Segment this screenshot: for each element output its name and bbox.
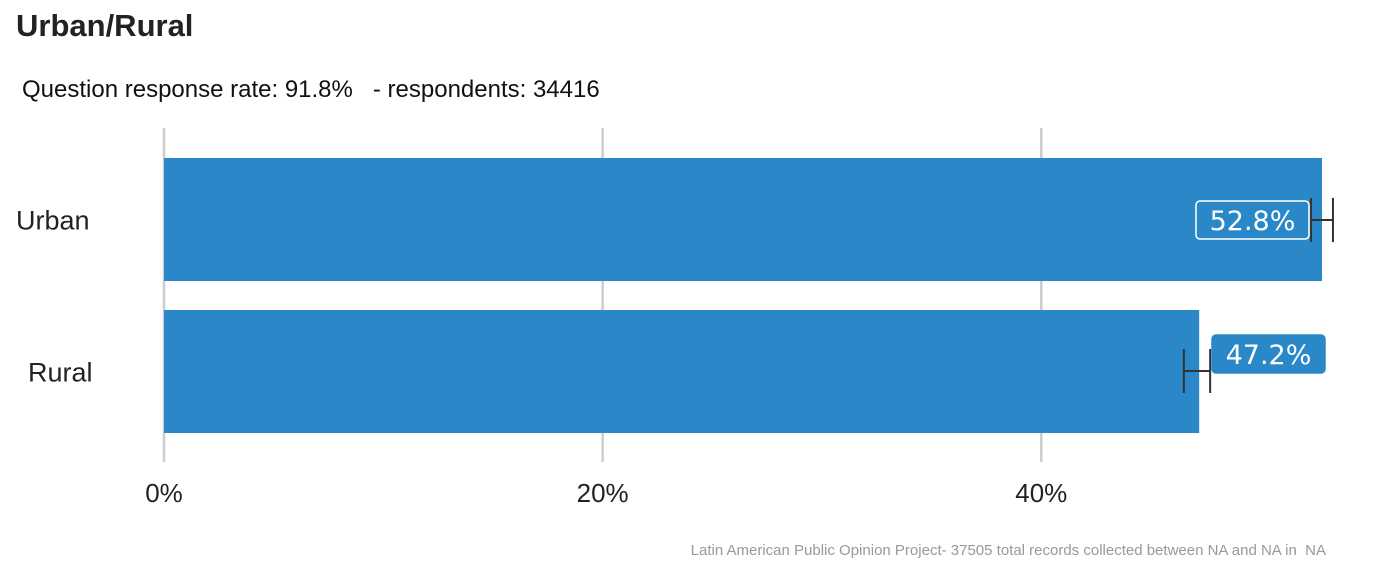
- error-bar: [1310, 198, 1334, 242]
- value-label-text: 47.2%: [1226, 340, 1312, 371]
- bar-urban: [164, 158, 1322, 281]
- chart-subtitle: Question response rate: 91.8% - responde…: [22, 76, 600, 103]
- source-caption: Latin American Public Opinion Project- 3…: [690, 542, 1326, 559]
- x-axis-ticks: 0% 20% 40%: [145, 478, 1067, 508]
- value-label: 52.8%: [1195, 200, 1310, 240]
- value-label: 47.2%: [1211, 334, 1326, 374]
- value-labels: 52.8% 47.2%: [1195, 200, 1326, 374]
- error-bar: [1182, 349, 1212, 393]
- bars: [164, 158, 1322, 433]
- category-label: Urban: [16, 206, 90, 236]
- x-tick-label: 0%: [145, 478, 183, 508]
- x-tick-label: 40%: [1015, 478, 1067, 508]
- chart-title: Urban/Rural: [16, 8, 194, 43]
- category-label: Rural: [28, 358, 93, 388]
- x-tick-label: 20%: [577, 478, 629, 508]
- category-labels: Urban Rural: [16, 206, 93, 388]
- error-bars: [1182, 198, 1334, 393]
- value-label-text: 52.8%: [1210, 206, 1296, 237]
- bar-rural: [164, 310, 1200, 433]
